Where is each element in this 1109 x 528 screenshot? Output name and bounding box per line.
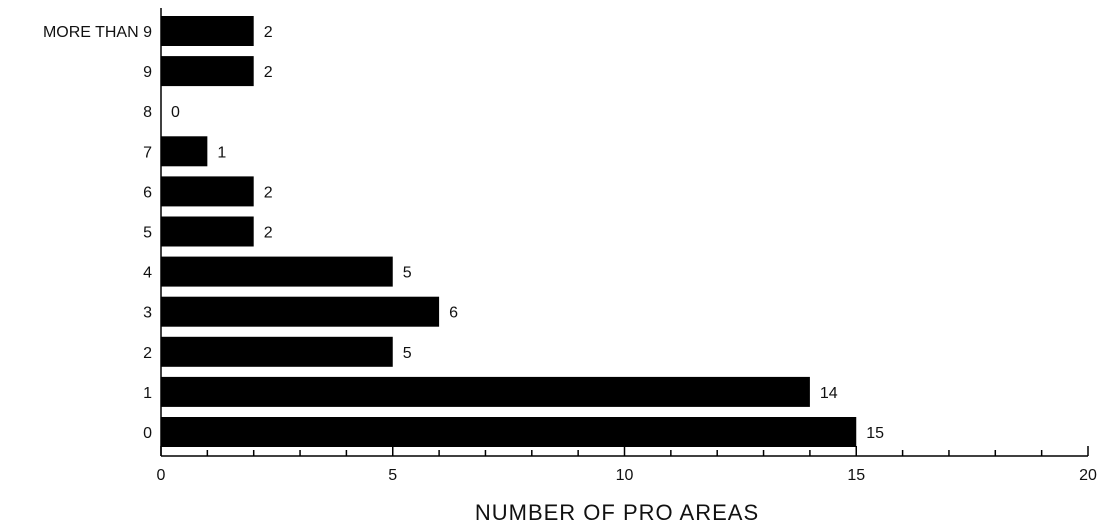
bars-group xyxy=(161,16,857,447)
category-label: 6 xyxy=(143,184,152,201)
category-label: 1 xyxy=(143,385,152,402)
value-label: 5 xyxy=(403,265,412,282)
category-label: 0 xyxy=(143,425,152,442)
category-label: 3 xyxy=(143,305,152,322)
bar-1 xyxy=(161,376,810,407)
category-label: 2 xyxy=(143,345,152,362)
category-label: MORE THAN 9 xyxy=(43,24,152,41)
category-label: 9 xyxy=(143,64,152,81)
value-label: 2 xyxy=(264,184,273,201)
value-label: 1 xyxy=(217,144,226,161)
bar-4 xyxy=(161,256,393,287)
bar-3 xyxy=(161,296,440,327)
category-labels: MORE THAN 9 9 8 7 6 5 4 3 2 1 0 xyxy=(43,24,152,442)
value-label: 2 xyxy=(264,225,273,242)
bar-more-than-9 xyxy=(161,16,254,46)
category-label: 7 xyxy=(143,144,152,161)
bar-5 xyxy=(161,216,254,247)
x-tick-label: 10 xyxy=(616,467,634,484)
value-labels: 2 2 0 1 2 2 5 6 5 14 15 xyxy=(171,24,884,442)
category-label: 4 xyxy=(143,265,152,282)
bar-6 xyxy=(161,176,254,207)
value-label: 15 xyxy=(866,425,884,442)
bar-2 xyxy=(161,336,393,367)
bar-9 xyxy=(161,56,254,87)
bar-7 xyxy=(161,136,208,167)
x-axis-ticks: 0 5 10 15 20 xyxy=(157,446,1097,484)
value-label: 5 xyxy=(403,345,412,362)
x-axis-title: NUMBER OF PRO AREAS xyxy=(475,500,759,525)
x-tick-label: 0 xyxy=(157,467,166,484)
value-label: 0 xyxy=(171,104,180,121)
value-label: 2 xyxy=(264,64,273,81)
x-tick-label: 20 xyxy=(1079,467,1097,484)
value-label: 2 xyxy=(264,24,273,41)
x-tick-label: 5 xyxy=(388,467,397,484)
value-label: 14 xyxy=(820,385,838,402)
category-label: 5 xyxy=(143,225,152,242)
bar-0 xyxy=(161,417,857,447)
value-label: 6 xyxy=(449,305,458,322)
category-label: 8 xyxy=(143,104,152,121)
x-tick-label: 15 xyxy=(847,467,865,484)
